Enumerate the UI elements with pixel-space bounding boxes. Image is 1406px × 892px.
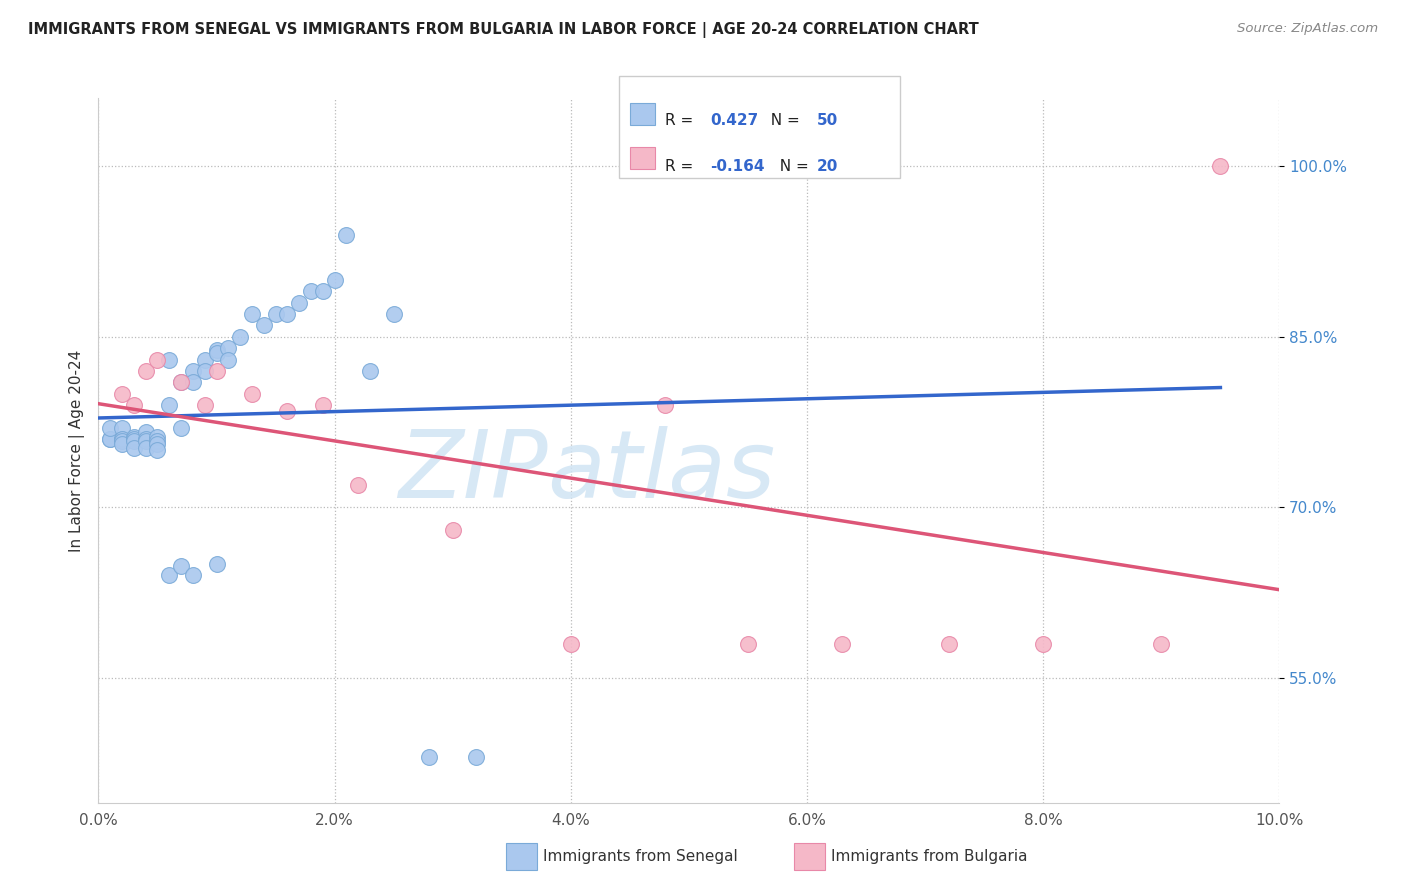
Text: 50: 50 xyxy=(817,113,838,128)
Point xyxy=(181,376,204,390)
Point xyxy=(170,376,193,390)
Point xyxy=(205,345,228,359)
Point xyxy=(441,523,464,537)
Point xyxy=(135,425,157,440)
Point xyxy=(111,421,134,435)
Text: R =: R = xyxy=(665,159,699,174)
Point xyxy=(146,436,169,450)
Point xyxy=(217,352,239,367)
Point xyxy=(240,386,263,401)
Point xyxy=(1032,637,1054,651)
Point xyxy=(111,432,134,446)
Point xyxy=(111,432,134,446)
Text: 20: 20 xyxy=(817,159,838,174)
Text: Source: ZipAtlas.com: Source: ZipAtlas.com xyxy=(1237,22,1378,36)
Text: N =: N = xyxy=(770,159,814,174)
Text: ZIP: ZIP xyxy=(398,426,547,517)
Point xyxy=(135,441,157,455)
Point xyxy=(347,477,370,491)
Text: 0.427: 0.427 xyxy=(710,113,758,128)
Point xyxy=(170,559,193,574)
Point xyxy=(205,364,228,378)
Point xyxy=(98,432,121,446)
Point xyxy=(122,434,145,449)
Point xyxy=(170,376,193,390)
Point xyxy=(312,398,335,412)
Point xyxy=(465,750,488,764)
Point xyxy=(205,343,228,358)
Point xyxy=(146,352,169,367)
Point xyxy=(654,398,676,412)
Point xyxy=(122,432,145,446)
Point xyxy=(157,568,180,582)
Text: Immigrants from Senegal: Immigrants from Senegal xyxy=(543,849,738,863)
Text: -0.164: -0.164 xyxy=(710,159,765,174)
Point xyxy=(157,398,180,412)
Point xyxy=(312,285,335,299)
Point xyxy=(359,364,381,378)
Point xyxy=(194,398,217,412)
Point xyxy=(181,364,204,378)
Point xyxy=(299,285,322,299)
Point xyxy=(98,421,121,435)
Point xyxy=(194,364,217,378)
Point xyxy=(122,398,145,412)
Point xyxy=(335,227,357,242)
Point xyxy=(194,352,217,367)
Point xyxy=(122,430,145,444)
Text: N =: N = xyxy=(761,113,804,128)
Point xyxy=(938,637,960,651)
Point xyxy=(831,637,853,651)
Point xyxy=(737,637,759,651)
Point xyxy=(98,432,121,446)
Text: R =: R = xyxy=(665,113,699,128)
Point xyxy=(382,307,405,321)
Text: IMMIGRANTS FROM SENEGAL VS IMMIGRANTS FROM BULGARIA IN LABOR FORCE | AGE 20-24 C: IMMIGRANTS FROM SENEGAL VS IMMIGRANTS FR… xyxy=(28,22,979,38)
Point xyxy=(146,430,169,444)
Point xyxy=(111,434,134,449)
Point xyxy=(146,434,169,449)
Point xyxy=(418,750,440,764)
Point xyxy=(560,637,582,651)
Point xyxy=(146,443,169,458)
Point xyxy=(1209,159,1232,173)
Text: Immigrants from Bulgaria: Immigrants from Bulgaria xyxy=(831,849,1028,863)
Point xyxy=(170,421,193,435)
Point xyxy=(240,307,263,321)
Point xyxy=(111,436,134,450)
Text: atlas: atlas xyxy=(547,426,776,517)
Point xyxy=(135,432,157,446)
Point xyxy=(1150,637,1173,651)
Point xyxy=(181,568,204,582)
Point xyxy=(253,318,276,333)
Y-axis label: In Labor Force | Age 20-24: In Labor Force | Age 20-24 xyxy=(69,350,84,551)
Point xyxy=(217,341,239,355)
Point xyxy=(323,273,346,287)
Point xyxy=(276,403,298,417)
Point xyxy=(122,441,145,455)
Point xyxy=(135,364,157,378)
Point xyxy=(288,295,311,310)
Point xyxy=(205,557,228,571)
Point xyxy=(229,330,252,344)
Point xyxy=(264,307,287,321)
Point xyxy=(111,386,134,401)
Point xyxy=(157,352,180,367)
Point xyxy=(135,434,157,449)
Point xyxy=(276,307,298,321)
